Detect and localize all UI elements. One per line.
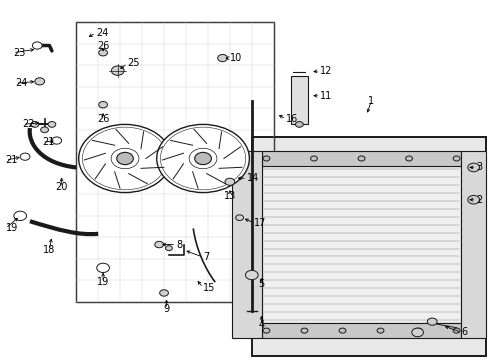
Circle shape xyxy=(194,152,211,165)
Circle shape xyxy=(79,125,171,193)
Bar xyxy=(261,323,461,338)
Text: 26: 26 xyxy=(97,114,109,124)
Text: 20: 20 xyxy=(55,182,68,192)
Circle shape xyxy=(41,127,48,133)
Text: 15: 15 xyxy=(203,283,215,293)
Text: 6: 6 xyxy=(461,327,467,337)
Circle shape xyxy=(235,215,243,221)
Text: 9: 9 xyxy=(163,304,169,314)
Text: 19: 19 xyxy=(97,277,109,287)
Circle shape xyxy=(376,328,383,333)
Text: 10: 10 xyxy=(229,53,242,63)
Circle shape xyxy=(301,328,307,333)
Text: 1: 1 xyxy=(367,96,374,106)
Text: 4: 4 xyxy=(258,320,264,330)
Circle shape xyxy=(452,156,459,161)
Circle shape xyxy=(310,156,317,161)
Text: 14: 14 xyxy=(246,173,259,183)
Text: 16: 16 xyxy=(285,114,298,124)
Circle shape xyxy=(14,211,26,221)
Circle shape xyxy=(452,328,459,333)
Circle shape xyxy=(467,195,479,204)
Text: 12: 12 xyxy=(320,66,332,76)
Text: 23: 23 xyxy=(13,48,25,58)
Circle shape xyxy=(427,318,436,325)
Circle shape xyxy=(338,328,345,333)
Circle shape xyxy=(295,122,303,127)
Bar xyxy=(461,151,485,338)
Bar xyxy=(290,76,307,125)
Circle shape xyxy=(263,156,269,161)
Text: 13: 13 xyxy=(224,191,236,201)
Circle shape xyxy=(35,78,44,85)
Circle shape xyxy=(357,156,364,161)
Circle shape xyxy=(414,328,421,333)
Circle shape xyxy=(48,122,56,127)
Circle shape xyxy=(411,328,423,337)
Circle shape xyxy=(99,49,107,56)
Text: 21: 21 xyxy=(5,155,18,165)
Circle shape xyxy=(20,153,30,160)
Text: 24: 24 xyxy=(96,28,108,38)
Circle shape xyxy=(224,178,234,185)
Circle shape xyxy=(31,122,39,127)
Circle shape xyxy=(111,66,124,75)
Circle shape xyxy=(467,163,479,172)
Circle shape xyxy=(32,42,42,49)
Text: 8: 8 xyxy=(176,239,182,249)
Circle shape xyxy=(217,54,227,62)
Text: 7: 7 xyxy=(203,252,209,262)
Text: 5: 5 xyxy=(258,279,264,289)
Circle shape xyxy=(165,246,172,251)
Circle shape xyxy=(157,125,249,193)
Text: 25: 25 xyxy=(127,58,140,68)
Bar xyxy=(261,166,461,323)
Text: 22: 22 xyxy=(22,120,35,129)
Text: 19: 19 xyxy=(5,224,18,233)
Text: 21: 21 xyxy=(42,138,54,147)
Circle shape xyxy=(52,137,61,144)
Circle shape xyxy=(159,290,168,296)
Text: 2: 2 xyxy=(475,195,481,205)
Bar xyxy=(251,137,485,356)
Circle shape xyxy=(155,241,163,248)
Bar xyxy=(261,151,461,166)
Circle shape xyxy=(263,328,269,333)
Bar xyxy=(76,22,273,302)
Circle shape xyxy=(405,156,412,161)
Circle shape xyxy=(99,102,107,108)
Circle shape xyxy=(97,263,109,273)
Text: 11: 11 xyxy=(320,91,332,101)
Text: 26: 26 xyxy=(97,41,109,50)
Circle shape xyxy=(245,270,258,280)
Text: 18: 18 xyxy=(43,245,56,255)
Text: 17: 17 xyxy=(254,218,266,228)
Circle shape xyxy=(117,152,133,165)
Text: 24: 24 xyxy=(15,78,28,88)
Text: 3: 3 xyxy=(475,162,481,172)
Bar xyxy=(232,151,261,338)
